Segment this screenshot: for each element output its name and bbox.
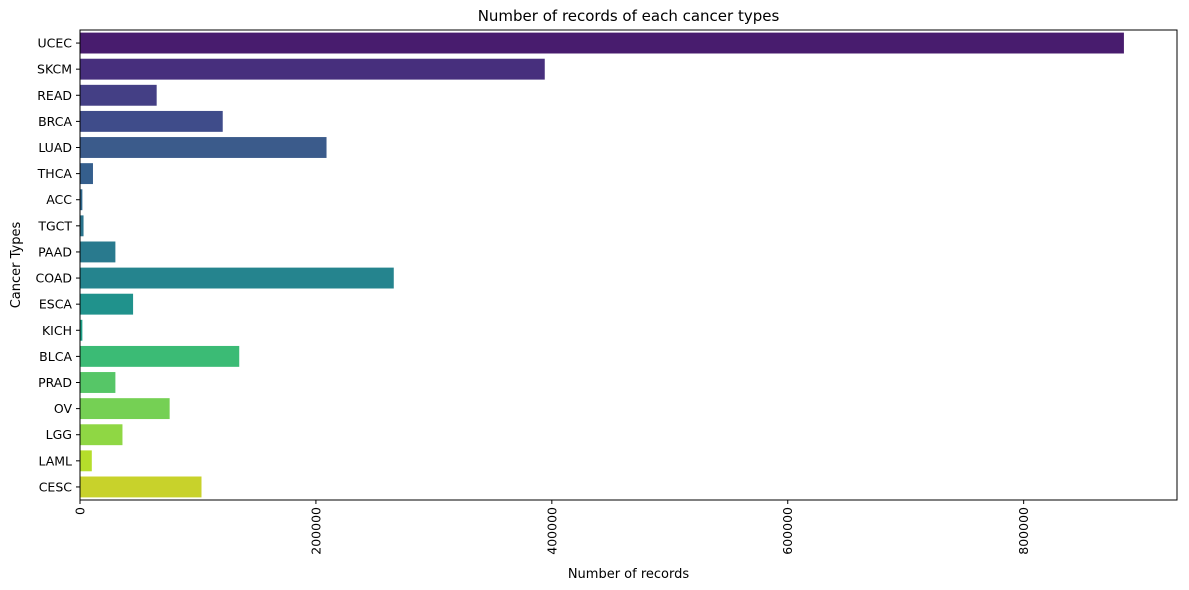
y-tick-label: LGG xyxy=(46,427,72,442)
y-tick-label: ESCA xyxy=(39,297,73,312)
bar-kich xyxy=(80,319,83,341)
y-tick-label: COAD xyxy=(35,271,72,286)
y-tick-label: OV xyxy=(54,401,73,416)
bar-tgct xyxy=(80,215,84,237)
x-tick-label: 800000 xyxy=(1016,507,1031,555)
y-tick-labels: UCEC SKCM READ BRCA LUAD THCA ACC TGCT PAAD COAD E… xyxy=(35,36,72,495)
bars-group xyxy=(80,32,1124,498)
y-tick-label: LUAD xyxy=(38,140,72,155)
bar-coad xyxy=(80,267,394,289)
x-tick-labels: 0 200000 400000 600000 800000 xyxy=(73,507,1032,555)
y-tick-label: UCEC xyxy=(37,36,72,51)
y-tick-label: BLCA xyxy=(39,349,72,364)
chart-title: Number of records of each cancer types xyxy=(478,7,780,25)
y-tick-label: ACC xyxy=(46,192,72,207)
bar-cesc xyxy=(80,476,202,498)
x-tick-label: 600000 xyxy=(780,507,795,555)
y-tick-label: CESC xyxy=(39,479,73,494)
bar-read xyxy=(80,84,157,106)
y-tick-label: LAML xyxy=(38,453,72,468)
bar-ucec xyxy=(80,32,1124,54)
bar-laml xyxy=(80,450,92,472)
y-tick-label: KICH xyxy=(42,323,72,338)
bar-blca xyxy=(80,345,240,367)
bar-skcm xyxy=(80,58,545,80)
y-tick-label: SKCM xyxy=(37,62,72,77)
y-axis-label: Cancer Types xyxy=(9,222,24,309)
x-tick-label: 400000 xyxy=(544,507,559,555)
bar-ov xyxy=(80,398,170,420)
bar-luad xyxy=(80,137,327,158)
y-tick-label: THCA xyxy=(37,166,73,181)
bar-lgg xyxy=(80,424,123,446)
y-tick-label: PRAD xyxy=(38,375,72,390)
plot-frame xyxy=(79,29,1178,501)
y-tick-marks xyxy=(76,42,80,488)
bar-acc xyxy=(80,189,83,211)
bar-brca xyxy=(80,110,223,132)
bar-esca xyxy=(80,293,134,315)
x-tick-label: 200000 xyxy=(308,507,323,555)
x-tick-label: 0 xyxy=(73,507,88,515)
y-tick-label: BRCA xyxy=(38,114,72,129)
y-tick-label: READ xyxy=(37,88,72,103)
x-tick-marks xyxy=(79,500,1025,504)
bar-paad xyxy=(80,241,116,263)
bar-thca xyxy=(80,163,93,185)
bar-prad xyxy=(80,372,116,393)
y-tick-label: PAAD xyxy=(38,244,72,259)
y-tick-label: TGCT xyxy=(37,218,72,233)
x-axis-label: Number of records xyxy=(568,567,690,582)
